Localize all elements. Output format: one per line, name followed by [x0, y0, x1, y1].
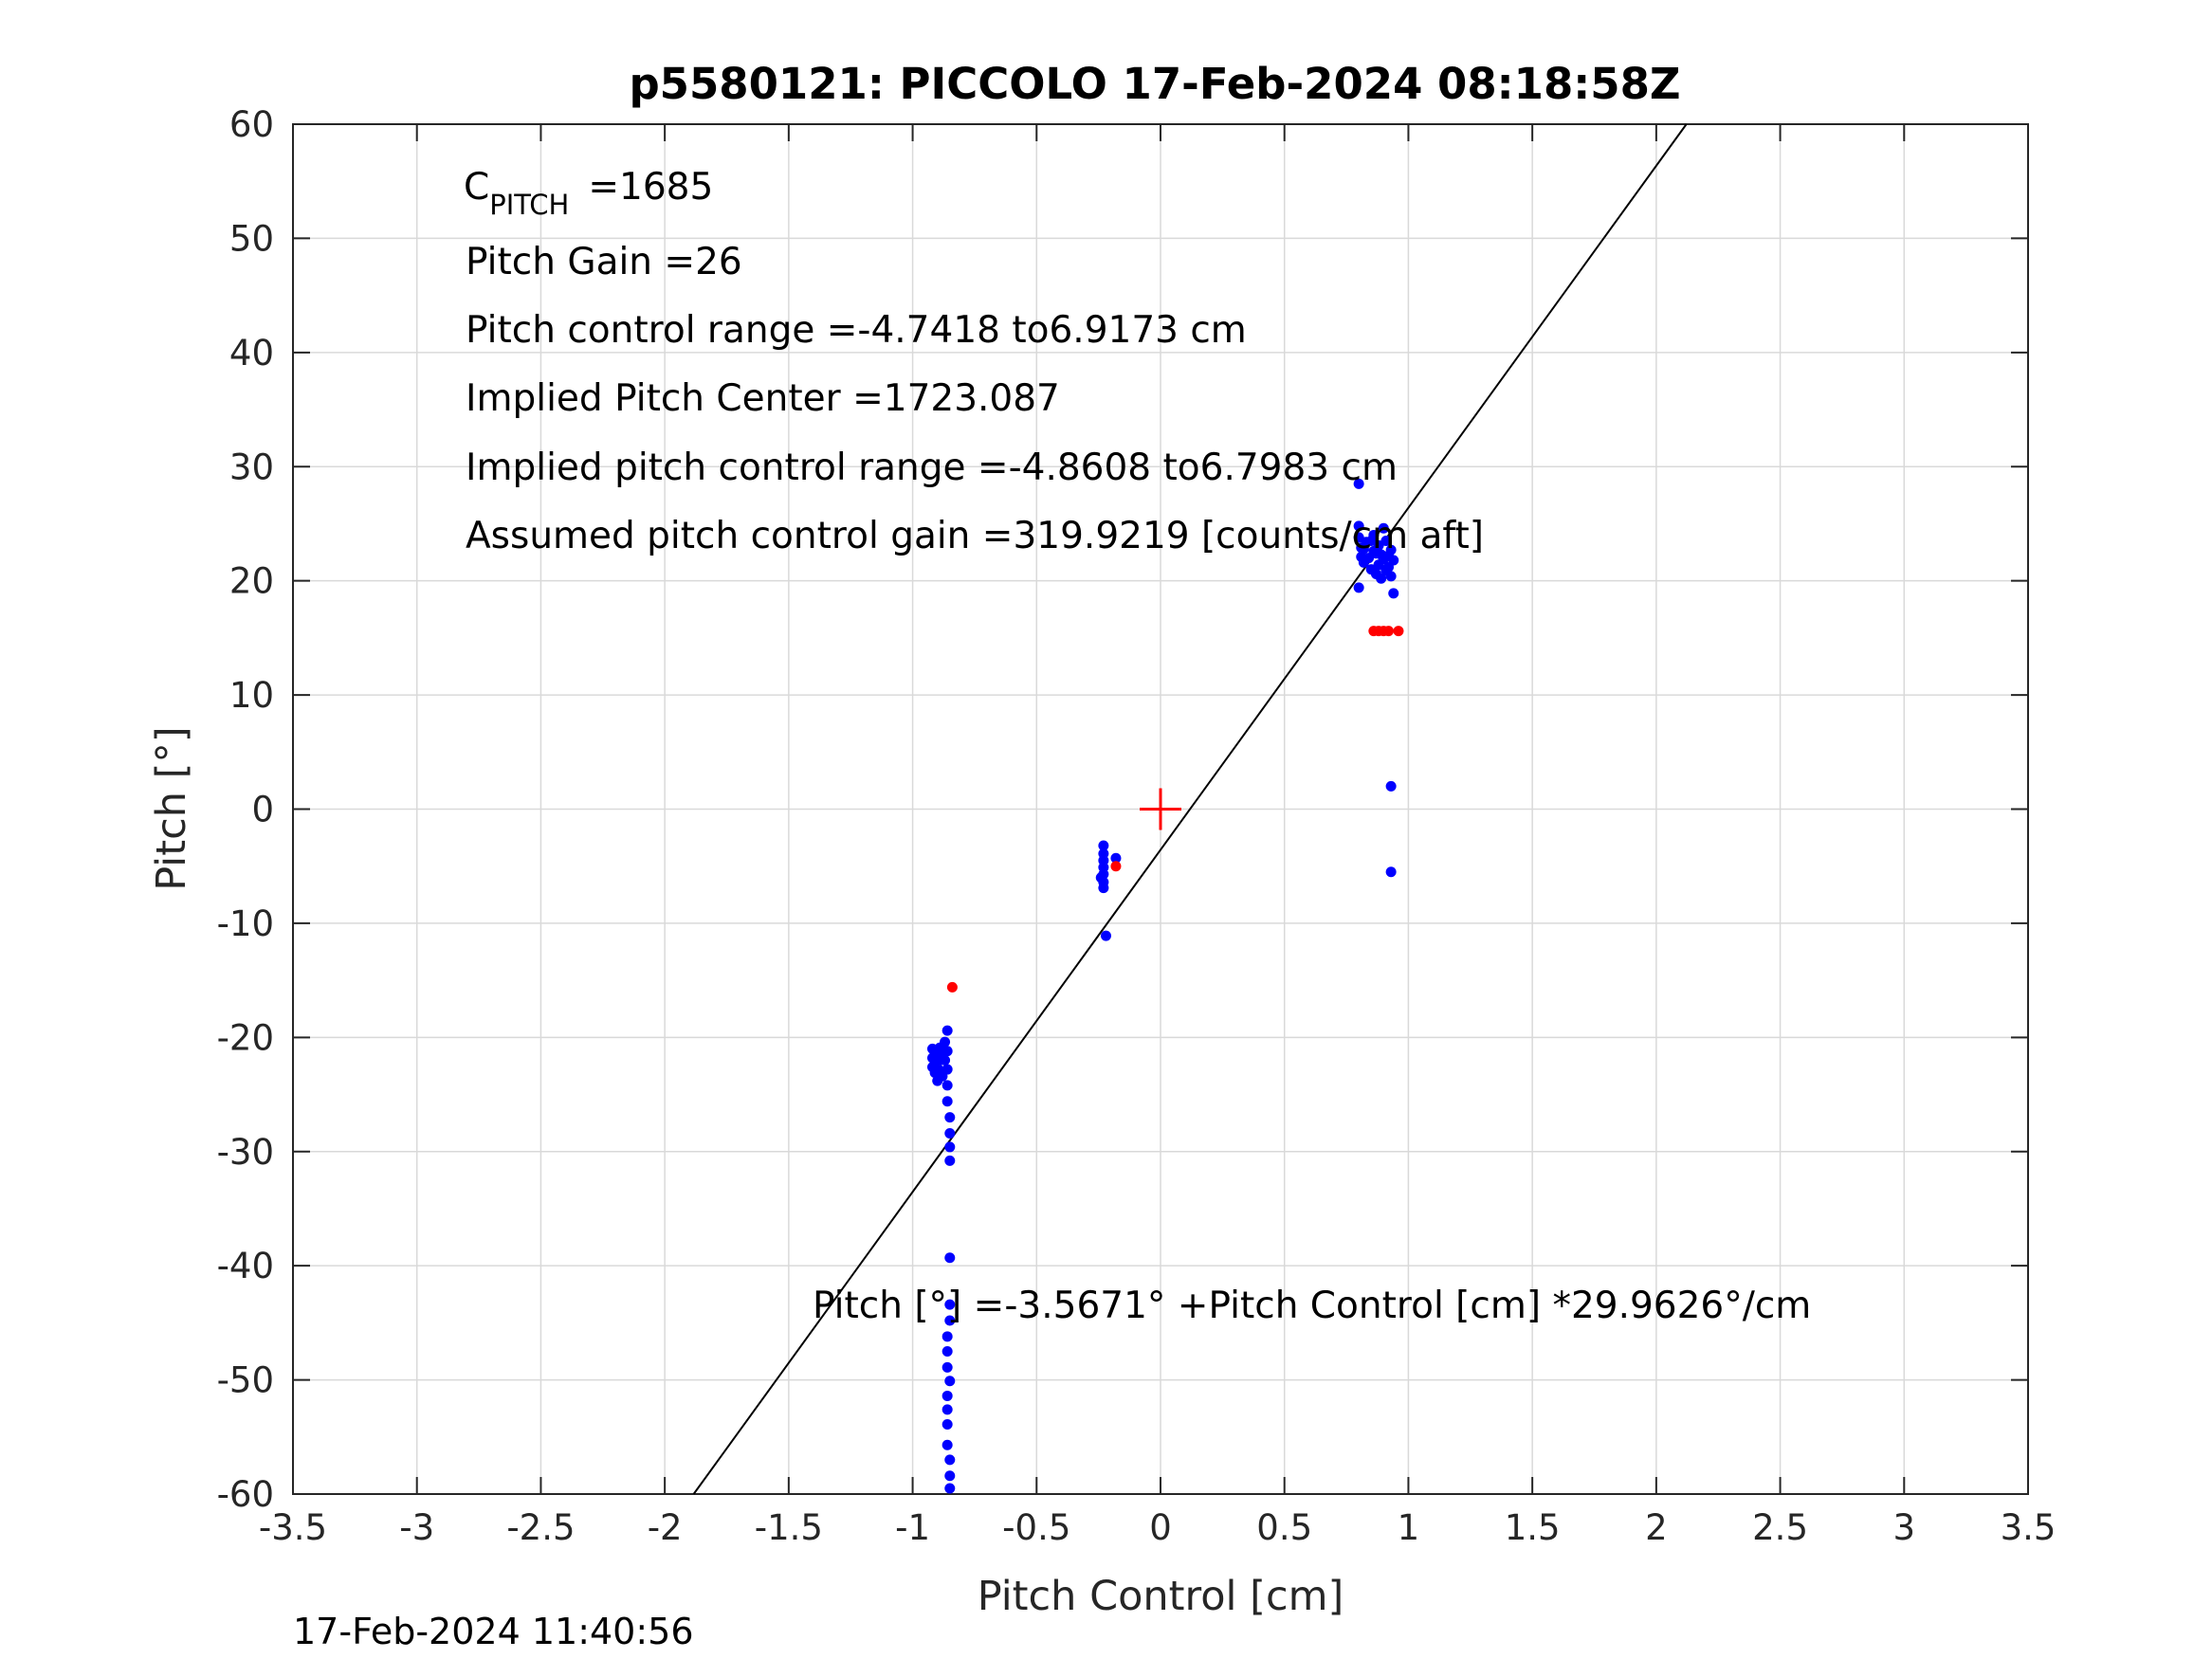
blue-data-point [941, 1046, 953, 1057]
x-tick-label: 1 [1398, 1507, 1420, 1548]
x-tick-label: 1.5 [1505, 1507, 1561, 1548]
y-tick-label: -10 [217, 903, 274, 944]
x-tick-label: 3 [1893, 1507, 1916, 1548]
blue-data-point [944, 1376, 956, 1387]
data-points [926, 478, 1404, 1494]
x-tick-label: 0.5 [1256, 1507, 1312, 1548]
blue-data-point [941, 1096, 953, 1107]
blue-data-point [941, 1439, 953, 1450]
annotation-c-pitch-value: =1685 [588, 166, 713, 209]
blue-data-point [944, 1141, 956, 1153]
blue-data-point [1370, 548, 1381, 559]
blue-data-point [944, 1470, 956, 1482]
blue-data-point [940, 1036, 951, 1048]
y-axis: -60 -50 -40 -30 -20 -10 0 10 20 30 40 50 60 [217, 104, 2028, 1515]
blue-data-point [1380, 536, 1392, 547]
blue-data-point [940, 1054, 951, 1066]
blue-data-point [1098, 840, 1109, 851]
y-tick-label: 0 [251, 790, 274, 830]
blue-data-point [1110, 852, 1122, 864]
x-tick-label: -1.5 [755, 1507, 823, 1548]
center-marker [1140, 788, 1181, 830]
blue-data-point [941, 1331, 953, 1342]
fit-line [692, 123, 1688, 1495]
x-tick-label: -0.5 [1002, 1507, 1070, 1548]
annotation-pitch-gain: Pitch Gain =26 [466, 241, 742, 283]
annotation-c-pitch-sub: PITCH [489, 189, 569, 221]
y-tick-label: 10 [229, 675, 274, 716]
grid [293, 124, 2028, 1494]
blue-data-point [1353, 520, 1364, 532]
chart-title: p5580121: PICCOLO 17-Feb-2024 08:18:58Z [629, 59, 1680, 109]
x-axis-label: Pitch Control [cm] [978, 1573, 1344, 1620]
x-tick-label: -3.5 [259, 1507, 327, 1548]
blue-data-point [944, 1155, 956, 1166]
blue-data-point [1098, 883, 1109, 894]
blue-data-point [944, 1112, 956, 1123]
x-tick-label: -3 [399, 1507, 434, 1548]
blue-data-point [941, 1080, 953, 1091]
blue-data-point [1353, 582, 1364, 593]
blue-data-point [944, 1454, 956, 1466]
x-tick-label: -2 [648, 1507, 683, 1548]
blue-data-point [1358, 543, 1369, 555]
red-data-point [1110, 861, 1122, 872]
y-tick-label: -30 [217, 1132, 274, 1173]
x-tick-label: 0 [1149, 1507, 1172, 1548]
annotation-fit-equation: Pitch [°] =-3.5671° +Pitch Control [cm] … [813, 1285, 1811, 1327]
blue-data-point [941, 1404, 953, 1415]
blue-data-point [1385, 571, 1397, 582]
blue-data-point [944, 1299, 956, 1310]
y-tick-label: 60 [229, 104, 274, 145]
y-tick-label: 20 [229, 561, 274, 602]
blue-data-point [944, 1252, 956, 1264]
blue-data-point [941, 1390, 953, 1401]
blue-data-point [941, 1064, 953, 1075]
blue-data-point [944, 1127, 956, 1139]
blue-data-point [1378, 522, 1389, 534]
blue-data-point [1388, 555, 1399, 566]
annotation-implied-range: Implied pitch control range =-4.8608 to6… [466, 447, 1398, 489]
annotation-assumed-gain: Assumed pitch control gain =319.9219 [co… [466, 515, 1484, 557]
y-tick-label: -60 [217, 1474, 274, 1515]
blue-data-point [1385, 866, 1397, 878]
red-data-point [946, 981, 958, 993]
red-data-point [1393, 626, 1404, 637]
blue-data-point [1385, 780, 1397, 792]
annotation-c-pitch: CPITCH =1685 [464, 166, 713, 221]
y-tick-label: 30 [229, 447, 274, 487]
y-tick-label: -40 [217, 1246, 274, 1286]
x-tick-label: -1 [895, 1507, 930, 1548]
blue-data-point [941, 1345, 953, 1357]
blue-data-point [944, 1483, 956, 1494]
blue-data-point [1100, 930, 1111, 941]
blue-data-point [1385, 544, 1397, 556]
blue-data-point [941, 1025, 953, 1036]
x-tick-label: 2 [1645, 1507, 1668, 1548]
y-tick-label: 40 [229, 333, 274, 374]
blue-data-point [1388, 588, 1399, 599]
y-tick-label: 50 [229, 218, 274, 259]
blue-data-point [1353, 478, 1364, 489]
blue-data-point [941, 1361, 953, 1373]
x-tick-label: 3.5 [2001, 1507, 2057, 1548]
x-axis: -3.5 -3 -2.5 -2 -1.5 -1 -0.5 0 0.5 1 1.5 2 2.5 3 3.5 [259, 124, 2057, 1548]
y-tick-label: -20 [217, 1017, 274, 1058]
x-tick-label: -2.5 [506, 1507, 575, 1548]
blue-data-point [944, 1315, 956, 1326]
annotation-implied-center: Implied Pitch Center =1723.087 [466, 377, 1060, 420]
x-tick-label: 2.5 [1752, 1507, 1808, 1548]
blue-data-point [941, 1419, 953, 1431]
blue-data-point [1365, 536, 1377, 547]
red-data-point [1383, 626, 1395, 637]
annotation-control-range: Pitch control range =-4.7418 to6.9173 cm [466, 309, 1247, 352]
y-axis-label: Pitch [°] [148, 726, 195, 890]
blue-data-point [1376, 573, 1387, 584]
annotation-c-pitch-main: C [464, 166, 489, 209]
y-tick-label: -50 [217, 1360, 274, 1401]
footer-timestamp: 17-Feb-2024 11:40:56 [293, 1611, 694, 1652]
